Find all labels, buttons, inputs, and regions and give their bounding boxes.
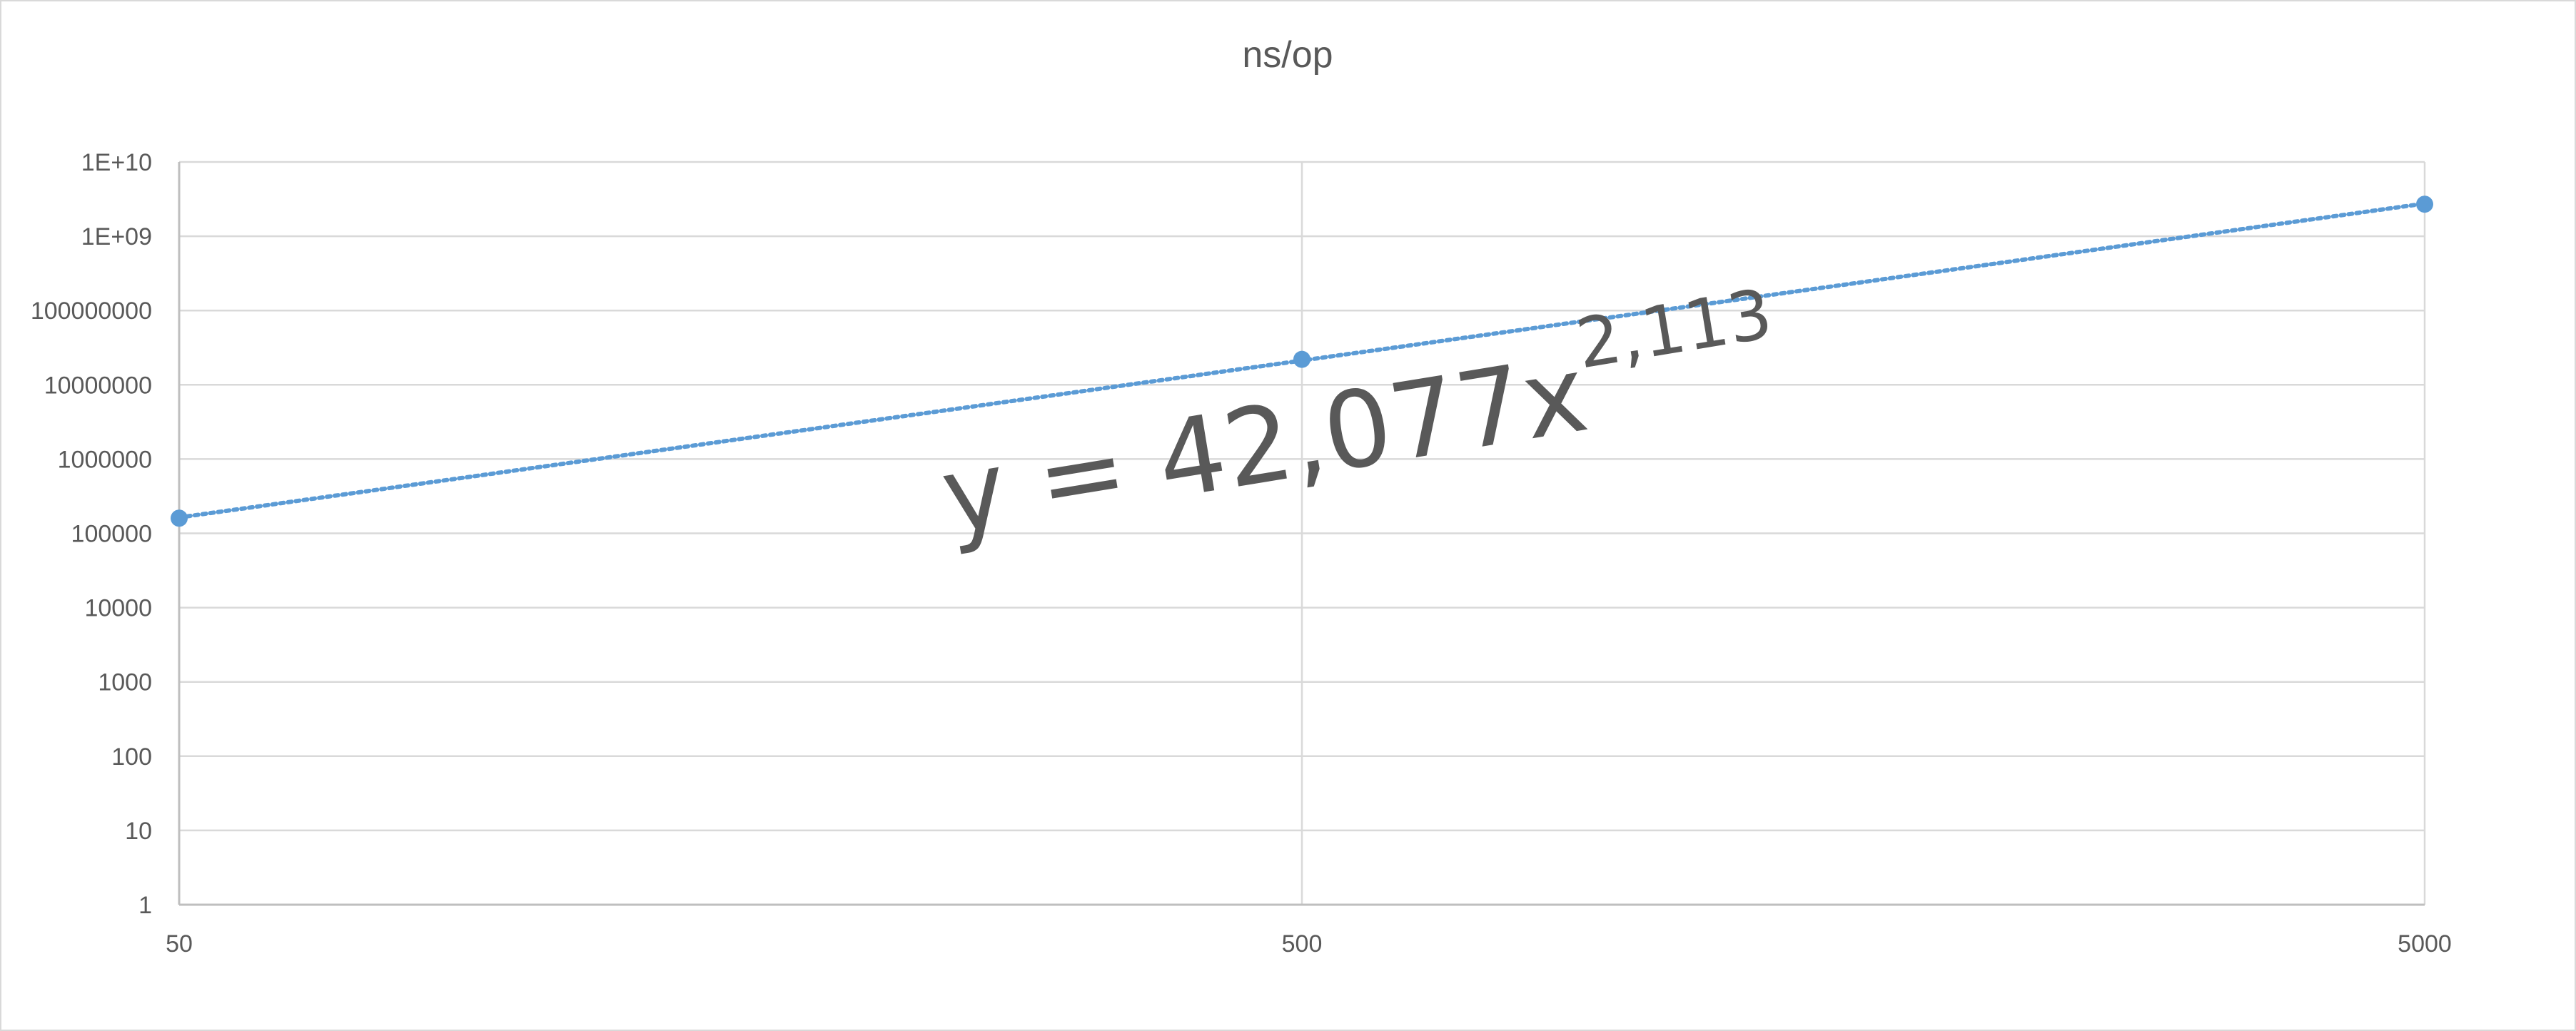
- trendline-equation-exponent: 2,113: [1571, 274, 1777, 385]
- y-tick-label: 100000: [71, 521, 152, 548]
- grid-lines: [179, 161, 2426, 905]
- data-points: [171, 195, 2433, 527]
- x-tick-label: 50: [166, 930, 193, 958]
- y-axis-tick-labels: 1 10 100 1000 10000 100000 1000000 10000000 1000…: [31, 149, 152, 919]
- data-point: [1293, 350, 1310, 368]
- y-tick-label: 100000000: [31, 298, 152, 325]
- y-tick-label: 1000: [98, 669, 152, 696]
- chart-title: ns/op: [1242, 34, 1333, 76]
- y-tick-label: 10: [125, 818, 152, 845]
- data-point: [171, 509, 188, 527]
- y-tick-label: 10000000: [44, 372, 152, 399]
- y-tick-label: 10000: [84, 595, 152, 622]
- y-tick-label: 1000000: [58, 446, 152, 473]
- axes: [178, 162, 2425, 906]
- x-tick-label: 500: [1282, 930, 1323, 958]
- y-tick-label: 1E+09: [81, 223, 152, 250]
- x-tick-label: 5000: [2398, 930, 2452, 958]
- trendline-equation: y = 42,077x2,113: [929, 274, 1789, 559]
- data-point: [2416, 195, 2433, 213]
- y-tick-label: 1E+10: [81, 149, 152, 176]
- y-tick-label: 100: [111, 743, 152, 771]
- y-tick-label: 1: [138, 892, 152, 919]
- x-axis-tick-labels: 50 500 5000: [166, 930, 2452, 958]
